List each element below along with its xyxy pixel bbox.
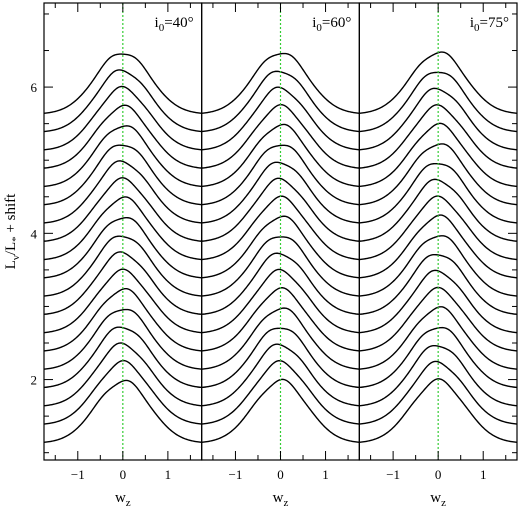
panel-1: −1 0 1 i0=40° wz (43, 2, 203, 509)
x-tick-label: −1 (386, 467, 400, 482)
panel-frame (358, 2, 518, 461)
series-line (359, 269, 518, 334)
series-line (43, 160, 202, 224)
y-tick-label: 4 (31, 226, 38, 241)
series-line (43, 85, 202, 151)
series-line (201, 252, 360, 316)
panel-title: i0=60° (312, 15, 351, 34)
panel-title: i0=75° (470, 15, 509, 34)
x-tick-label: 1 (322, 467, 329, 482)
series-line (43, 287, 202, 352)
x-tick-label: 1 (480, 467, 487, 482)
panel-3: −1 0 1 i0=75° wz (358, 2, 518, 509)
x-axis-label: wz (273, 490, 289, 509)
x-tick-label: −1 (71, 467, 85, 482)
panel-2: −1 0 1 i0=60° wz (201, 2, 360, 509)
y-tick-label: 6 (31, 80, 38, 95)
y-tick-label: 2 (31, 373, 38, 388)
series-line (43, 196, 202, 261)
series-line (201, 177, 360, 242)
series-line (43, 69, 202, 133)
series-line (201, 268, 360, 334)
series-line (201, 144, 360, 206)
series-line (43, 268, 202, 334)
series-line (43, 177, 202, 242)
series-line (43, 144, 202, 206)
x-tick-label: −1 (229, 467, 243, 482)
series-line (359, 71, 518, 133)
series-line (201, 52, 360, 114)
series-line (359, 344, 518, 407)
x-tick-label: 0 (435, 467, 442, 482)
x-axis-label: wz (115, 490, 131, 509)
series-line (359, 87, 518, 151)
series-line (43, 308, 202, 370)
x-axis-label: wz (430, 490, 446, 509)
x-tick-label: 0 (277, 467, 284, 482)
series-line (43, 216, 202, 279)
series-line (43, 379, 202, 443)
series-line (43, 125, 202, 188)
series-line (43, 104, 202, 169)
series-line (201, 161, 360, 224)
series-line (43, 53, 202, 114)
series-line (359, 378, 518, 443)
y-axis-label: Lν/L* + shift (3, 193, 22, 269)
x-tick-label: 0 (120, 467, 127, 482)
series-line (201, 327, 360, 389)
x-tick-label: 1 (165, 467, 172, 482)
panel-title: i0=40° (155, 15, 194, 34)
series-line (359, 360, 518, 425)
